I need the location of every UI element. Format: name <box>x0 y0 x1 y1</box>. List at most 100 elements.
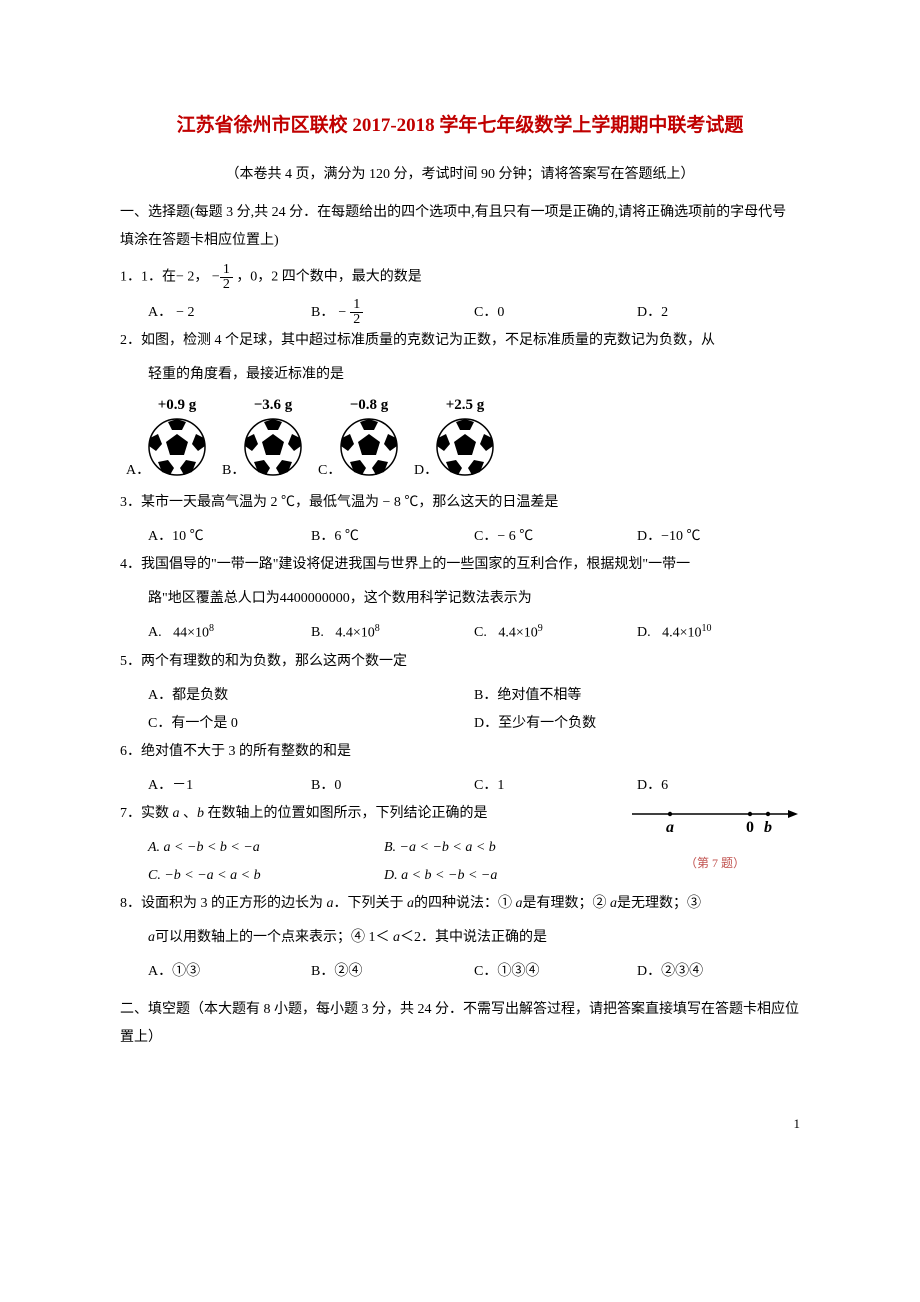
soccer-ball-icon <box>244 418 302 476</box>
q4b-v: 4.4×108 <box>335 619 379 648</box>
svg-text:b: b <box>764 819 772 836</box>
ball-letter-a: A． <box>126 459 150 479</box>
q4-options: A. 44×108 B. 4.4×108 C. 4.4×109 D. 4.4×1… <box>120 619 800 648</box>
question-5: 5．两个有理数的和为负数，那么这两个数一定 <box>120 648 800 676</box>
q4-num: 4400000000 <box>280 591 350 606</box>
soccer-ball-icon <box>436 418 494 476</box>
q1-options: A．− 2 B．−12 C．0 D．2 <box>120 298 800 327</box>
q8-stem-a: 8．设面积为 3 的正方形的边长为 <box>120 896 323 911</box>
q6-option-d: D．6 <box>637 772 800 800</box>
q1-stem-part-b: ， <box>194 270 208 285</box>
q4b-base: 4.4×10 <box>335 626 374 641</box>
q4d-base: 4.4×10 <box>662 626 701 641</box>
q5-option-c: C．有一个是 0 <box>148 710 474 738</box>
ball-label-c: −0.8 g <box>340 397 398 414</box>
q4d-v: 4.4×1010 <box>662 619 711 648</box>
ball-letter-c: C． <box>318 459 341 479</box>
soccer-ball-icon <box>340 418 398 476</box>
q4-stem3: ，这个数用科学记数法表示为 <box>350 591 532 606</box>
ball-label-a: +0.9 g <box>148 397 206 414</box>
q8-a2: a <box>404 896 415 911</box>
soccer-ball-row: A． +0.9 g B． −3.6 g C． −0.8 g D． +2.5 g <box>120 397 800 481</box>
q1-option-a: A．− 2 <box>148 298 311 327</box>
q5-option-b: B．绝对值不相等 <box>474 682 800 710</box>
q3-options: A．10 ℃ B．6 ℃ C．− 6 ℃ D．−10 ℃ <box>120 523 800 551</box>
ball-item-b: B． −3.6 g <box>244 397 302 481</box>
q7-option-d: D. a < b < −b < −a <box>384 862 620 890</box>
ball-letter-b: B． <box>222 459 245 479</box>
fraction-icon: 12 <box>350 298 363 327</box>
q7-option-a: A. a < −b < b < −a <box>148 834 384 862</box>
q6-option-b: B．0 <box>311 772 474 800</box>
q4-option-d: D. 4.4×1010 <box>637 619 800 648</box>
q4b-lab: B. <box>311 619 324 647</box>
question-7: a 0 b （第 7 题） 7．实数 a 、b 在数轴上的位置如图所示，下列结论… <box>120 800 800 828</box>
q8-option-a: A．①③ <box>148 958 311 986</box>
soccer-ball-icon <box>148 418 206 476</box>
q8-options: A．①③ B．②④ C．①③④ D．②③④ <box>120 958 800 986</box>
q3-option-c: C．− 6 ℃ <box>474 523 637 551</box>
q7-stem-a: 7．实数 <box>120 806 169 821</box>
q7-option-c: C. −b < −a < a < b <box>148 862 384 890</box>
question-3: 3．某市一天最高气温为 2 ℃，最低气温为 − 8 ℃，那么这天的日温差是 <box>120 489 800 517</box>
q5-options-row1: A．都是负数 B．绝对值不相等 <box>120 682 800 710</box>
q7-options-row2: C. −b < −a < a < b D. a < b < −b < −a <box>120 862 620 890</box>
question-2-line2: 轻重的角度看，最接近标准的是 <box>120 361 800 389</box>
question-1: 1．1．在− 2， −12 ，0，2 四个数中，最大的数是 <box>120 263 800 292</box>
q4b-exp: 8 <box>375 623 380 634</box>
number-line-icon: a 0 b <box>630 804 800 838</box>
q7-stem-c: 在数轴上的位置如图所示，下列结论正确的是 <box>208 806 488 821</box>
figure-caption: （第 7 题） <box>630 851 800 875</box>
q4-option-c: C. 4.4×109 <box>474 619 637 648</box>
q1-option-b: B．−12 <box>311 298 474 327</box>
frac-top: 1 <box>350 298 363 313</box>
q8-option-b: B．②④ <box>311 958 474 986</box>
q1-opt-a-val: − 2 <box>176 299 194 327</box>
q4c-base: 4.4×10 <box>498 626 537 641</box>
question-2: 2．如图，检测 4 个足球，其中超过标准质量的克数记为正数，不足标准质量的克数记… <box>120 327 800 355</box>
q7-var-a: a <box>169 806 183 821</box>
q4a-lab: A. <box>148 619 162 647</box>
page-number: 1 <box>0 1100 920 1132</box>
frac-top: 1 <box>220 263 233 278</box>
q8-a3: a <box>512 896 523 911</box>
exam-subtitle: （本卷共 4 页，满分为 120 分，考试时间 90 分钟；请将答案写在答题纸上… <box>120 163 800 183</box>
q8-stem-e: 是无理数；③ <box>617 896 701 911</box>
exam-title: 江苏省徐州市区联校 2017-2018 学年七年级数学上学期期中联考试题 <box>120 110 800 137</box>
q1-neg2: − 2 <box>176 270 194 285</box>
question-4-line2: 路"地区覆盖总人口为4400000000，这个数用科学记数法表示为 <box>120 585 800 613</box>
q5-options-row2: C．有一个是 0 D．至少有一个负数 <box>120 710 800 738</box>
q1-frac-neg: − <box>212 270 220 285</box>
q1-stem-part-c: ，0，2 四个数中，最大的数是 <box>236 270 422 285</box>
section-2-heading: 二、填空题（本大题有 8 小题，每小题 3 分，共 24 分．不需写出解答过程，… <box>120 996 800 1052</box>
q1-opt-b-label: B． <box>311 299 334 327</box>
q6-option-c: C．1 <box>474 772 637 800</box>
section-1-heading: 一、选择题(每题 3 分,共 24 分．在每题给出的四个选项中,有且只有一项是正… <box>120 199 800 255</box>
q3-option-d: D．−10 ℃ <box>637 523 800 551</box>
exam-page: 江苏省徐州市区联校 2017-2018 学年七年级数学上学期期中联考试题 （本卷… <box>0 0 920 1100</box>
frac-bot: 2 <box>350 313 363 327</box>
q8-a5: a <box>148 930 155 945</box>
q8-option-c: C．①③④ <box>474 958 637 986</box>
ball-label-b: −3.6 g <box>244 397 302 414</box>
q4d-exp: 10 <box>702 623 712 634</box>
q3-option-b: B．6 ℃ <box>311 523 474 551</box>
q5-option-a: A．都是负数 <box>148 682 474 710</box>
q1-opt-a-label: A． <box>148 299 172 327</box>
q8-stem-c: 的四种说法：① <box>414 896 512 911</box>
q4c-exp: 9 <box>538 623 543 634</box>
number-line-figure: a 0 b （第 7 题） <box>630 804 800 875</box>
q1-opt-b-neg: − <box>338 299 346 327</box>
q1-option-d: D．2 <box>637 298 800 327</box>
q8-a4: a <box>607 896 618 911</box>
q8-option-d: D．②③④ <box>637 958 800 986</box>
q1-stem-part-a: 1．1．在 <box>120 270 176 285</box>
q8-stem-b: ．下列关于 <box>334 896 404 911</box>
q7-options-row1: A. a < −b < b < −a B. −a < −b < a < b <box>120 834 620 862</box>
question-4-line1: 4．我国倡导的"一带一路"建设将促进我国与世界上的一些国家的互利合作，根据规划"… <box>120 551 800 579</box>
q3-option-a: A．10 ℃ <box>148 523 311 551</box>
q8-a1: a <box>323 896 334 911</box>
q1-option-c: C．0 <box>474 298 637 327</box>
q8-a6: a <box>390 930 401 945</box>
q4c-lab: C. <box>474 619 487 647</box>
